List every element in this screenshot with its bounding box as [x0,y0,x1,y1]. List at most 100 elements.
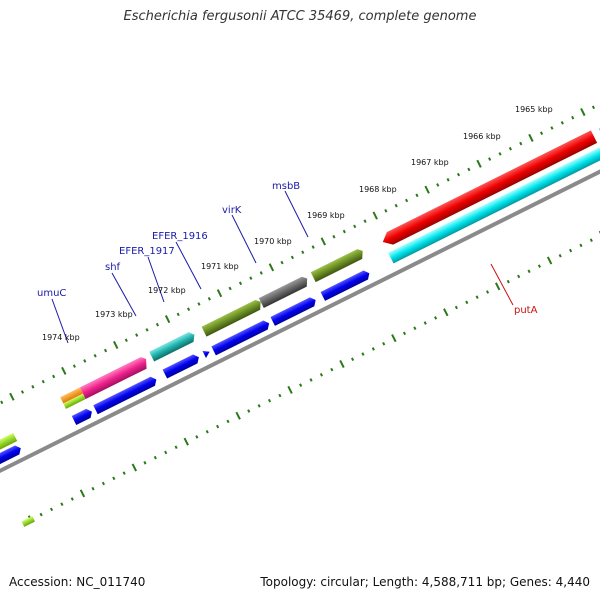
inner-tick [79,489,86,498]
leader-line-umuC [51,298,69,344]
inner-tick [361,352,365,356]
outer-tick [0,400,4,405]
outer-tick [259,271,263,275]
gene-feature-umuC [79,357,147,400]
inner-left-feature [21,516,35,527]
inner-tick [454,305,458,310]
inner-tick [485,290,490,294]
outer-tick [384,209,388,213]
gene-feature-lime [0,432,18,452]
inner-tick [101,481,105,486]
kbp-scale-labels: 1965 kbp 1966 kbp 1967 kbp 1968 kbp 1969… [42,105,553,342]
kbp-label: 1965 kbp [515,105,553,114]
inner-tick [49,507,54,512]
outer-tick [72,364,76,368]
gene-feature-shf [149,332,195,362]
map-title: Escherichia fergusonii ATCC 35469, compl… [123,9,477,24]
outer-tick [187,307,191,311]
outer-tick [207,297,211,301]
inner-tick [164,450,168,455]
outer-tick [550,126,554,130]
outer-tick [41,379,45,384]
genome-backbone [0,118,600,507]
outer-tick [301,250,305,255]
cds-feature [211,320,270,356]
inner-tick [475,295,479,299]
gene-label-shf: shf [105,262,121,273]
inner-tick [309,378,313,382]
inner-tick [112,476,116,481]
outer-tick [228,286,232,291]
inner-tick [247,409,251,413]
outer-tick [311,245,315,249]
outer-tick [164,315,171,324]
gene-feature-putA [382,130,598,245]
outer-tick [560,121,564,125]
inner-tick [546,256,553,265]
gene-feature-orange [60,387,83,404]
gene-label-umuC: umuC [37,288,66,299]
outer-tick [320,237,327,246]
outer-tick [9,392,15,401]
cds-feature [270,297,316,326]
outer-tick [456,172,461,177]
inner-tick [423,321,427,325]
inner-tick [517,274,521,279]
outer-tick [488,157,492,161]
outer-tick [363,219,367,223]
leader-line-putA [490,263,514,306]
outer-tick [498,152,502,156]
inner-tick [299,383,303,387]
outer-tick [519,141,523,146]
inner-tick [226,419,230,424]
inner-tick [506,279,510,284]
outer-tick [249,276,253,280]
inner-tick [434,316,438,320]
outer-tick [83,359,87,363]
gene-feature-virK [258,276,308,309]
inner-tick [558,253,562,258]
inner-tick [70,497,74,501]
inner-tick [402,331,407,336]
gene-label-virK: virK [222,205,242,216]
genome-summary-text: Topology: circular; Length: 4,588,711 bp… [260,575,590,589]
inner-tick [143,461,147,465]
outer-tick [197,302,201,306]
cds-feature [0,445,21,466]
outer-tick [571,115,575,120]
outer-tick [124,338,128,343]
outer-tick [353,224,357,229]
cds-track [0,147,600,466]
kbp-label: 1967 kbp [411,158,449,167]
outer-tick [415,193,419,198]
inner-tick [330,367,334,372]
leader-line-msbB [284,190,309,238]
outer-scale-track [0,105,596,405]
gene-label-EFER_1917: EFER_1917 [119,246,175,257]
cds-feature [93,376,157,415]
inner-tick [382,341,386,346]
cds-feature [320,270,370,301]
outer-tick [103,348,108,353]
inner-tick [589,238,593,243]
inner-tick [257,404,261,408]
kbp-label: 1973 kbp [95,310,133,319]
cds-feature-putA [388,147,600,264]
inner-tick [287,385,293,394]
leader-line-virK [231,214,257,264]
kbp-label: 1966 kbp [463,132,501,141]
inner-tick [443,308,449,317]
leader-line-EFER_1916 [175,241,202,290]
outer-tick [155,322,160,327]
outer-tick [372,211,378,220]
inner-tick [267,398,272,403]
inner-tick [235,411,241,420]
inner-tick [569,248,573,253]
outer-tick [145,328,149,332]
gene-feature-msbB [310,249,363,283]
inner-tick [174,445,178,450]
forward-strand-genes [0,117,600,452]
kbp-label: 1970 kbp [254,237,292,246]
outer-tick [113,340,119,349]
outer-tick [290,255,294,260]
